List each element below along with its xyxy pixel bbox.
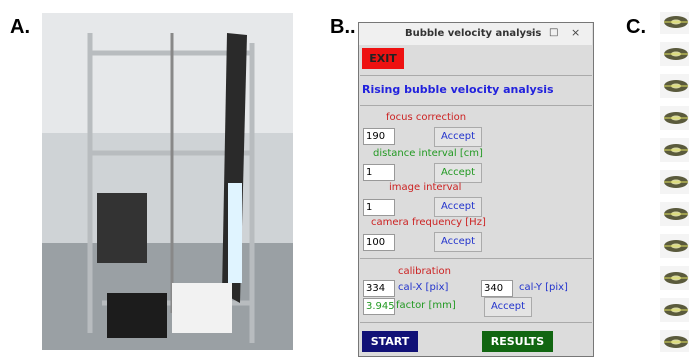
divider — [360, 75, 592, 76]
accept-button[interactable]: Accept — [434, 127, 482, 147]
panel-label: B.. — [330, 16, 356, 39]
input[interactable]: 334 — [363, 280, 395, 297]
input[interactable]: 190 — [363, 128, 395, 145]
accept-button[interactable]: Accept — [434, 232, 482, 252]
divider — [360, 322, 592, 323]
maximize[interactable]: □ — [549, 27, 558, 38]
bubble — [660, 12, 689, 34]
bubble — [660, 170, 689, 194]
bubble — [660, 330, 689, 352]
bubble — [660, 138, 689, 162]
panel-label: C. — [626, 16, 646, 39]
start-button[interactable]: START — [362, 331, 418, 352]
divider — [360, 105, 592, 106]
panel-label: A. — [10, 16, 30, 39]
field-label: cal-Y [pix] — [519, 282, 568, 293]
bubble — [660, 298, 689, 322]
bubble — [660, 42, 689, 66]
bubble — [660, 74, 689, 98]
field-label: camera frequency [Hz] — [371, 217, 486, 228]
input[interactable]: 340 — [481, 280, 513, 297]
results-button[interactable]: RESULTS — [482, 331, 553, 352]
accept-button[interactable]: Accept — [434, 197, 482, 217]
field-label: distance interval [cm] — [373, 148, 483, 159]
heading: Rising bubble velocity analysis — [362, 83, 554, 96]
bubble — [660, 202, 689, 226]
field-label: cal-X [pix] — [398, 282, 448, 293]
input[interactable]: 1 — [363, 199, 395, 216]
figure: A. B.. C. Bubble velocity analysis – □ ×… — [0, 0, 689, 358]
minimize[interactable]: – — [529, 27, 534, 38]
input[interactable]: 1 — [363, 164, 395, 181]
field-label: factor [mm] — [396, 300, 456, 311]
close[interactable]: × — [571, 26, 580, 39]
field-label: focus correction — [386, 112, 466, 123]
field-label: image interval — [389, 182, 461, 193]
accept-button[interactable]: Accept — [434, 163, 482, 183]
bubble — [660, 234, 689, 258]
exit-button[interactable]: EXIT — [362, 48, 404, 69]
accept-button[interactable]: Accept — [484, 297, 532, 317]
input[interactable]: 100 — [363, 234, 395, 251]
bubble — [660, 106, 689, 130]
bubble — [660, 266, 689, 290]
divider — [360, 258, 592, 259]
input[interactable]: 3.945 — [363, 298, 395, 315]
photo — [42, 13, 293, 350]
window-title: Bubble velocity analysis — [405, 28, 541, 39]
bubble-images — [660, 12, 689, 352]
calibration-label: calibration — [398, 266, 451, 277]
